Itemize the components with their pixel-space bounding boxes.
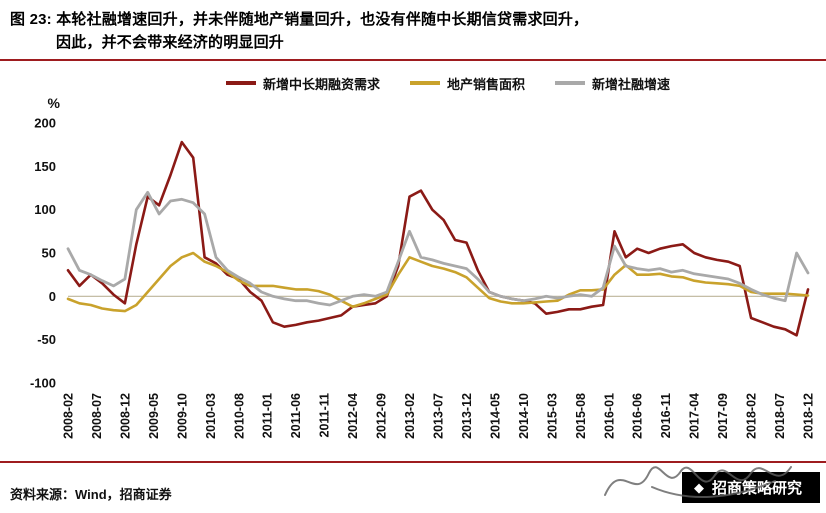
y-tick-label: 150: [34, 159, 56, 174]
x-tick-label: 2011-01: [261, 393, 275, 438]
y-tick-label: 0: [49, 289, 56, 304]
y-tick-label: 200: [34, 116, 56, 131]
x-tick-label: 2017-04: [688, 393, 702, 439]
figure-header: 图 23: 本轮社融增速回升，并未伴随地产销量回升，也没有伴随中长期信贷需求回升…: [0, 0, 826, 54]
figure-title-text: 本轮社融增速回升，并未伴随地产销量回升，也没有伴随中长期信贷需求回升，: [56, 11, 589, 28]
legend-item-property-sales: 地产销售面积: [409, 74, 525, 93]
legend-swatch-red: [225, 81, 256, 85]
chart-legend: 新增中长期融资需求 地产销售面积 新增社融增速: [70, 73, 826, 93]
x-tick-label: 2018-07: [773, 393, 787, 439]
x-tick-label: 2014-10: [517, 393, 531, 439]
x-tick-label: 2018-12: [802, 393, 816, 439]
x-tick-label: 2010-08: [232, 393, 246, 439]
legend-label: 新增社融增速: [592, 76, 671, 92]
x-tick-label: 2015-03: [545, 393, 559, 439]
figure-number: 图 23:: [10, 11, 52, 28]
x-tick-label: 2008-07: [90, 393, 104, 439]
legend-label: 地产销售面积: [446, 76, 525, 92]
figure-footer: 资料来源：Wind，招商证券 ◆ 招商策略研究: [0, 461, 826, 511]
x-tick-label: 2012-04: [346, 393, 360, 439]
x-tick-label: 2018-02: [745, 393, 759, 439]
x-tick-label: 2014-05: [488, 393, 502, 439]
figure-title-line1: 图 23: 本轮社融增速回升，并未伴随地产销量回升，也没有伴随中长期信贷需求回升…: [10, 9, 812, 32]
series-line-0: [66, 140, 810, 337]
legend-swatch-gray: [555, 81, 585, 85]
x-tick-label: 2016-01: [602, 393, 616, 439]
legend-item-mlt-financing: 新增中长期融资需求: [225, 74, 380, 93]
x-tick-label: 2008-12: [118, 393, 132, 439]
x-tick-label: 2017-09: [716, 393, 730, 439]
x-tick-label: 2009-10: [175, 393, 189, 439]
cms-logo-icon: ◆: [693, 480, 704, 495]
line-chart: % 200 150 100 50 0 -50 -100 2008-02 2008-07 2008-1…: [30, 95, 816, 439]
brand-banner: ◆ 招商策略研究: [681, 472, 820, 503]
x-tick-label: 2012-09: [375, 393, 389, 439]
x-tick-label: 2010-03: [204, 393, 218, 439]
series-line-1: [66, 251, 810, 313]
legend-swatch-gold: [409, 81, 440, 85]
x-tick-label: 2016-06: [631, 393, 645, 439]
brand-banner-label: 招商策略研究: [711, 480, 802, 497]
legend-label: 新增中长期融资需求: [262, 76, 380, 92]
series-line-2: [66, 190, 810, 307]
x-tick-label: 2011-11: [318, 393, 332, 438]
x-tick-label: 2013-07: [432, 393, 446, 439]
y-tick-label: -100: [30, 376, 56, 391]
x-tick-label: 2011-06: [289, 393, 303, 438]
y-axis-unit-label: %: [48, 95, 61, 111]
x-tick-label: 2016-11: [659, 393, 673, 438]
data-source: 资料来源：Wind，招商证券: [10, 487, 172, 502]
x-tick-label: 2013-02: [403, 393, 417, 439]
x-tick-label: 2008-02: [62, 393, 76, 439]
figure-title-line2: 因此，并不会带来经济的明显回升: [56, 33, 285, 51]
x-tick-label: 2009-05: [147, 393, 161, 439]
y-tick-label: -50: [37, 332, 56, 347]
y-tick-label: 50: [42, 246, 56, 261]
x-tick-label: 2013-12: [460, 393, 474, 439]
y-tick-label: 100: [34, 202, 56, 217]
legend-item-social-financing: 新增社融增速: [555, 74, 670, 93]
header-divider: [0, 59, 826, 61]
x-tick-label: 2015-08: [574, 393, 588, 439]
